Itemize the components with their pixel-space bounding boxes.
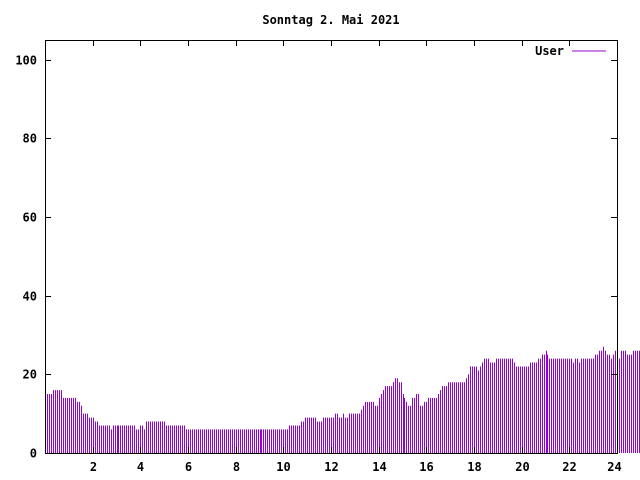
x-tick-label: 14: [372, 460, 386, 474]
y-tick-label: 100: [15, 54, 37, 68]
y-tick-label: 40: [23, 290, 37, 304]
y-tick-label: 0: [30, 447, 37, 461]
x-tick-label: 2: [90, 460, 97, 474]
chart-title: Sonntag 2. Mai 2021: [262, 13, 399, 27]
y-tick-label: 80: [23, 132, 37, 146]
x-tick-label: 22: [562, 460, 576, 474]
x-tick-label: 10: [276, 460, 290, 474]
x-tick-label: 18: [467, 460, 481, 474]
x-tick-label: 20: [515, 460, 529, 474]
legend: User: [535, 44, 606, 58]
series-bars: [45, 346, 640, 453]
plot-frame: [45, 40, 618, 454]
x-tick-label: 4: [137, 460, 144, 474]
legend-label-user: User: [535, 44, 564, 58]
y-tick-label: 20: [23, 368, 37, 382]
x-tick-label: 16: [419, 460, 433, 474]
x-tick-label: 24: [607, 460, 621, 474]
x-tick-label: 12: [324, 460, 338, 474]
y-tick-label: 60: [23, 211, 37, 225]
x-tick-label: 8: [233, 460, 240, 474]
x-tick-label: 6: [185, 460, 192, 474]
